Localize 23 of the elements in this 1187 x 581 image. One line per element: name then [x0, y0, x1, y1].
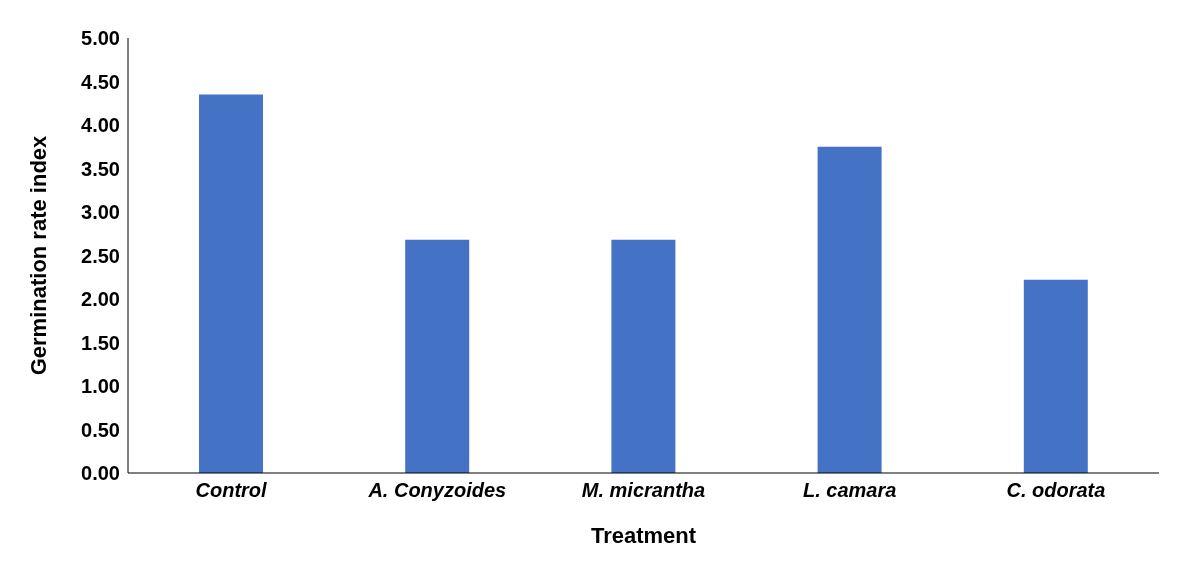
y-tick-label: 0.50: [81, 418, 120, 441]
y-tick-label: 1.50: [81, 331, 120, 354]
x-tick-label: M. micrantha: [581, 479, 706, 501]
y-tick-label: 2.50: [81, 244, 120, 267]
x-tick-label: Control: [195, 479, 268, 501]
y-tick-label: 3.50: [81, 157, 120, 180]
y-tick-label: 4.00: [81, 114, 120, 137]
y-tick-label: 0.00: [81, 462, 120, 485]
x-tick-label: C. odorata: [1006, 479, 1106, 501]
y-tick-label: 3.00: [81, 201, 120, 224]
x-tick-label: A. Conyzoides: [367, 479, 507, 501]
bar: [611, 239, 676, 473]
bar: [817, 146, 882, 473]
y-tick-label: 4.50: [81, 70, 120, 93]
y-tick-label: 1.00: [81, 375, 120, 398]
bar: [1023, 279, 1088, 473]
y-axis-title: Germination rate index: [25, 134, 51, 376]
y-tick-label: 5.00: [81, 27, 120, 50]
x-axis-title: Treatment: [590, 523, 697, 548]
bar: [405, 239, 470, 473]
bar: [199, 94, 263, 473]
x-tick-label: L. camara: [803, 479, 897, 501]
y-tick-label: 2.00: [81, 288, 120, 311]
